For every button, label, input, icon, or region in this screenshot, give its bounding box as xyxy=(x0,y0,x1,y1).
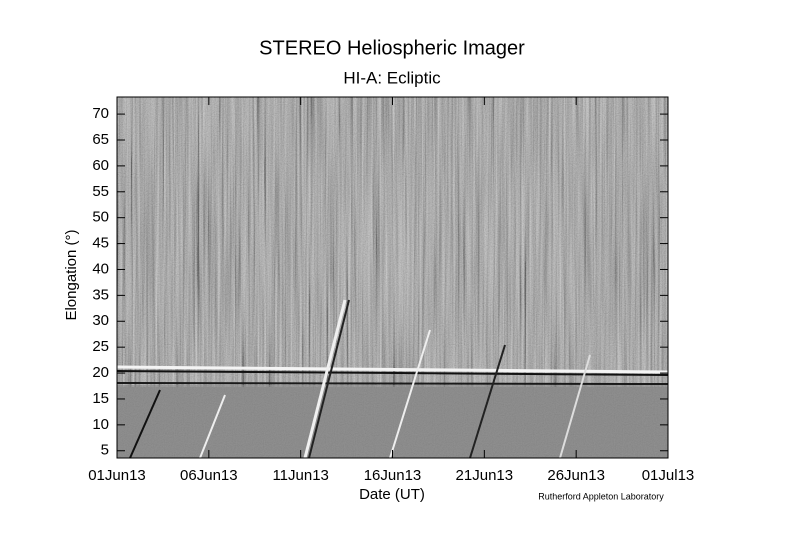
y-tick-label: 55 xyxy=(92,183,109,200)
y-tick-label: 25 xyxy=(92,338,109,355)
x-axis-label: Date (UT) xyxy=(359,486,425,503)
y-tick-label: 40 xyxy=(92,260,109,277)
jmap-image xyxy=(117,97,668,458)
y-tick-label: 60 xyxy=(92,157,109,174)
x-tick-label: 06Jun13 xyxy=(180,467,238,484)
x-tick-label: 16Jun13 xyxy=(364,467,422,484)
x-tick-label: 21Jun13 xyxy=(456,467,514,484)
y-tick-label: 15 xyxy=(92,390,109,407)
x-tick-label: 01Jul13 xyxy=(642,467,695,484)
x-tick-label: 26Jun13 xyxy=(547,467,605,484)
chart-title: STEREO Heliospheric Imager xyxy=(259,37,525,59)
chart-subtitle: HI-A: Ecliptic xyxy=(343,68,441,87)
y-tick-label: 30 xyxy=(92,312,109,329)
y-tick-label: 45 xyxy=(92,235,109,252)
x-tick-label: 11Jun13 xyxy=(272,467,328,484)
y-tick-label: 65 xyxy=(92,131,109,148)
x-tick-label: 01Jun13 xyxy=(88,467,146,484)
y-tick-label: 50 xyxy=(92,209,109,226)
y-tick-label: 20 xyxy=(92,364,109,381)
y-tick-label: 10 xyxy=(92,416,109,433)
y-tick-label: 70 xyxy=(92,105,109,122)
credit: Rutherford Appleton Laboratory xyxy=(538,491,664,501)
y-tick-label: 5 xyxy=(101,442,109,459)
y-tick-label: 35 xyxy=(92,286,109,303)
y-axis-label: Elongation (°) xyxy=(63,229,80,320)
